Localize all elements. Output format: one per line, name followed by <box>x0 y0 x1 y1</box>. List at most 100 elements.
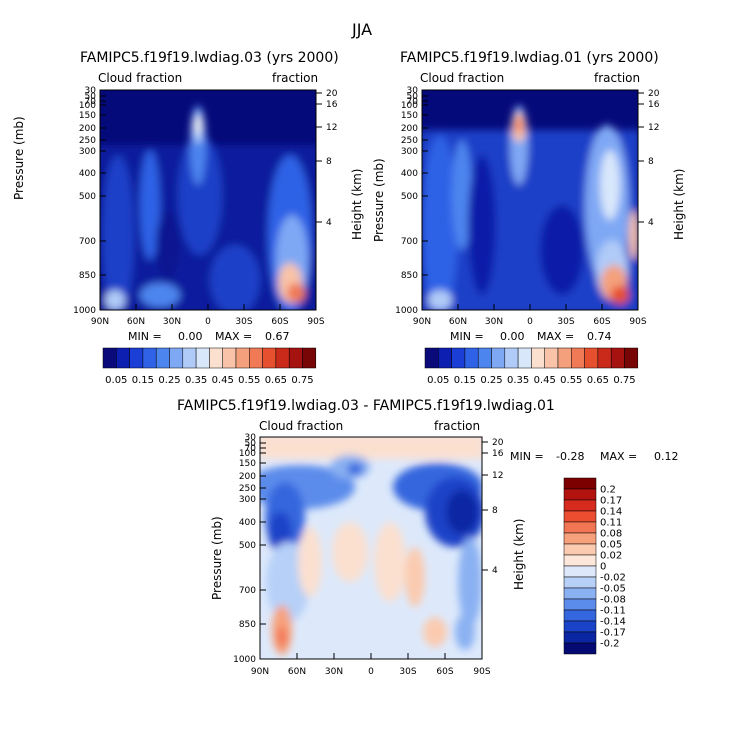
panel2-y2-axis: 20 16 12 8 4 <box>638 89 660 228</box>
x-tick-90S: 90S <box>307 317 324 327</box>
y-tick-50: 50 <box>85 92 97 102</box>
panel2-plot: 30 50 70 100 150 200 250 300 400 500 700… <box>395 86 660 327</box>
colorbar3-label-9: -0.05 <box>600 584 626 595</box>
x-tick-30N: 30N <box>163 317 181 327</box>
colorbar3-label-14: -0.2 <box>600 639 620 650</box>
panel3-max-value: 0.12 <box>654 450 679 463</box>
colorbar1-swatch-6 <box>182 347 197 369</box>
panel3-title: FAMIPC5.f19f19.lwdiag.03 - FAMIPC5.f19f1… <box>177 398 555 414</box>
y-tick-500: 500 <box>401 192 418 202</box>
panel1-x-axis: 90N 60N 30N 0 30S 60S 90S <box>91 304 325 327</box>
colorbar1-label-0: 0.05 <box>105 375 127 386</box>
x-tick-0: 0 <box>368 667 374 677</box>
colorbar2-swatch-8 <box>531 347 545 369</box>
y-tick-1000: 1000 <box>395 306 418 316</box>
colorbar1-swatch-3 <box>142 347 157 369</box>
colorbar1-swatch-1 <box>116 347 130 369</box>
y-tick-100: 100 <box>239 449 256 459</box>
y-tick-70: 70 <box>245 444 257 454</box>
colorbar1-swatch-11 <box>249 347 263 369</box>
y-tick-100: 100 <box>401 101 418 111</box>
y-tick-100: 100 <box>79 101 96 111</box>
colorbar1-swatch-10 <box>235 347 250 369</box>
x-tick-90S: 90S <box>629 317 646 327</box>
colorbar2-label-4: 0.45 <box>534 375 556 386</box>
colorbar2-swatch-2 <box>451 347 466 369</box>
colorbar3-swatch-14 <box>563 631 597 644</box>
y-tick-150: 150 <box>79 111 96 121</box>
colorbar2-swatch-0 <box>424 347 439 369</box>
colorbar1-label-1: 0.15 <box>132 375 154 386</box>
colorbar3-swatch-5 <box>563 532 597 545</box>
colorbar2-swatch-12 <box>584 347 599 369</box>
colorbar2-swatch-7 <box>517 347 532 369</box>
colorbar3-swatch-7 <box>563 554 597 567</box>
y-tick-30: 30 <box>85 86 97 96</box>
y-tick-30: 30 <box>407 86 419 96</box>
colorbar3-swatch-9 <box>563 576 597 589</box>
y2-tick-16: 16 <box>648 100 660 110</box>
panel1-field <box>100 90 316 310</box>
colorbar3-swatch-0 <box>563 477 597 490</box>
y-tick-250: 250 <box>239 484 256 494</box>
x-tick-60S: 60S <box>593 317 610 327</box>
colorbar2-label-6: 0.65 <box>587 375 609 386</box>
panel1-variable-label: Cloud fraction <box>98 71 183 85</box>
colorbar1-swatch-0 <box>102 347 117 369</box>
colorbar3-swatch-12 <box>563 609 597 622</box>
x-tick-30S: 30S <box>235 317 252 327</box>
colorbar2-label-5: 0.55 <box>560 375 582 386</box>
panel1-min-value: 0.00 <box>178 330 203 343</box>
y-tick-400: 400 <box>239 518 256 528</box>
y2-tick-20: 20 <box>648 89 660 99</box>
y-tick-850: 850 <box>79 271 96 281</box>
panel2-max-label: MAX = <box>537 330 575 343</box>
x-tick-60N: 60N <box>288 667 306 677</box>
panel2-title: FAMIPC5.f19f19.lwdiag.01 (yrs 2000) <box>400 50 659 66</box>
colorbar2-swatch-11 <box>571 347 585 369</box>
colorbar1-label-2: 0.25 <box>158 375 180 386</box>
colorbar3-label-0: 0.2 <box>600 485 616 496</box>
colorbar1-label-7: 0.75 <box>291 375 313 386</box>
colorbar3-label-10: -0.08 <box>600 595 626 606</box>
colorbar2-swatch-9 <box>544 347 559 369</box>
y-tick-1000: 1000 <box>233 655 256 665</box>
colorbar1-swatch-5 <box>169 347 184 369</box>
x-tick-90N: 90N <box>413 317 431 327</box>
y-tick-300: 300 <box>401 147 418 157</box>
colorbar3-label-8: -0.02 <box>600 573 626 584</box>
colorbar2-swatch-10 <box>557 347 572 369</box>
colorbar1-swatch-7 <box>195 347 210 369</box>
y-tick-70: 70 <box>407 97 419 107</box>
figure-title: JJA <box>352 20 373 39</box>
colorbar1-swatch-12 <box>262 347 277 369</box>
x-tick-60N: 60N <box>449 317 467 327</box>
panel1-min-label: MIN = <box>128 330 162 343</box>
colorbar1-swatch-15 <box>302 347 317 369</box>
panel2-variable-label: Cloud fraction <box>420 71 505 85</box>
panel3-units-label: fraction <box>434 419 481 433</box>
y-tick-250: 250 <box>401 136 418 146</box>
y2-tick-4: 4 <box>492 566 498 576</box>
panel2-min-value: 0.00 <box>500 330 525 343</box>
colorbar2-swatch-6 <box>504 347 519 369</box>
y2-tick-4: 4 <box>326 218 332 228</box>
colorbar2-swatch-3 <box>464 347 479 369</box>
x-tick-30S: 30S <box>557 317 574 327</box>
colorbar2-label-0: 0.05 <box>427 375 449 386</box>
colorbar1-label-3: 0.35 <box>185 375 207 386</box>
x-tick-60N: 60N <box>127 317 145 327</box>
colorbar1-swatch-2 <box>129 347 144 369</box>
x-tick-0: 0 <box>527 317 533 327</box>
colorbar2-swatch-14 <box>610 347 625 369</box>
y-tick-50: 50 <box>407 92 419 102</box>
y-tick-200: 200 <box>401 124 418 134</box>
panel2-y-label: Pressure (mb) <box>372 158 386 242</box>
colorbar3-swatch-10 <box>563 587 597 600</box>
panel1-units-label: fraction <box>272 71 319 85</box>
colorbar3-swatch-15 <box>563 642 597 655</box>
panel3-field <box>260 437 482 659</box>
panel3-y-axis: 30 50 70 100 150 200 250 300 400 500 700… <box>233 433 266 665</box>
colorbar3-swatch-8 <box>563 565 597 578</box>
colorbar3-swatch-11 <box>563 598 597 611</box>
